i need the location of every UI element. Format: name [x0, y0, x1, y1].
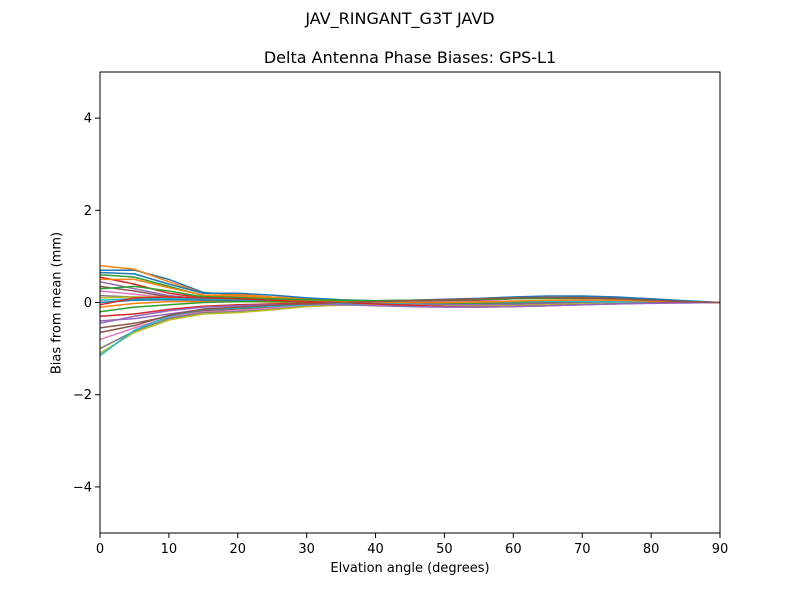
- x-tick-label: 80: [643, 542, 660, 557]
- series-line-18: [99, 301, 720, 350]
- y-tick-label: −4: [73, 480, 92, 495]
- y-tick-label: 0: [84, 296, 92, 311]
- x-tick-label: 20: [230, 542, 247, 557]
- y-tick-label: 4: [84, 112, 92, 127]
- axis-ticks: 0 10 20 30 40 50 60 70 80 90 −4 −2 0 2 4: [73, 112, 728, 557]
- y-axis-label: Bias from mean (mm): [49, 231, 65, 375]
- series-line-25: [99, 301, 721, 324]
- x-tick-label: 10: [161, 542, 178, 557]
- x-axis-label: Elvation angle (degrees): [330, 561, 490, 576]
- series-lines: [99, 264, 721, 357]
- y-tick-label: 2: [84, 204, 92, 219]
- series-line-22: [100, 278, 721, 304]
- x-tick-label: 60: [505, 542, 522, 557]
- series-line-26: [99, 296, 721, 334]
- x-tick-label: 90: [712, 542, 729, 557]
- x-tick-label: 70: [574, 542, 591, 557]
- x-tick-label: 40: [367, 542, 384, 557]
- x-tick-label: 0: [96, 542, 104, 557]
- chart-title: Delta Antenna Phase Biases: GPS-L1: [263, 48, 557, 67]
- series-line-20: [99, 300, 720, 357]
- y-tick-label: −2: [73, 388, 92, 403]
- x-tick-label: 30: [298, 542, 315, 557]
- x-tick-label: 50: [436, 542, 453, 557]
- figure-suptitle: JAV_RINGANT_G3T JAVD: [305, 9, 495, 28]
